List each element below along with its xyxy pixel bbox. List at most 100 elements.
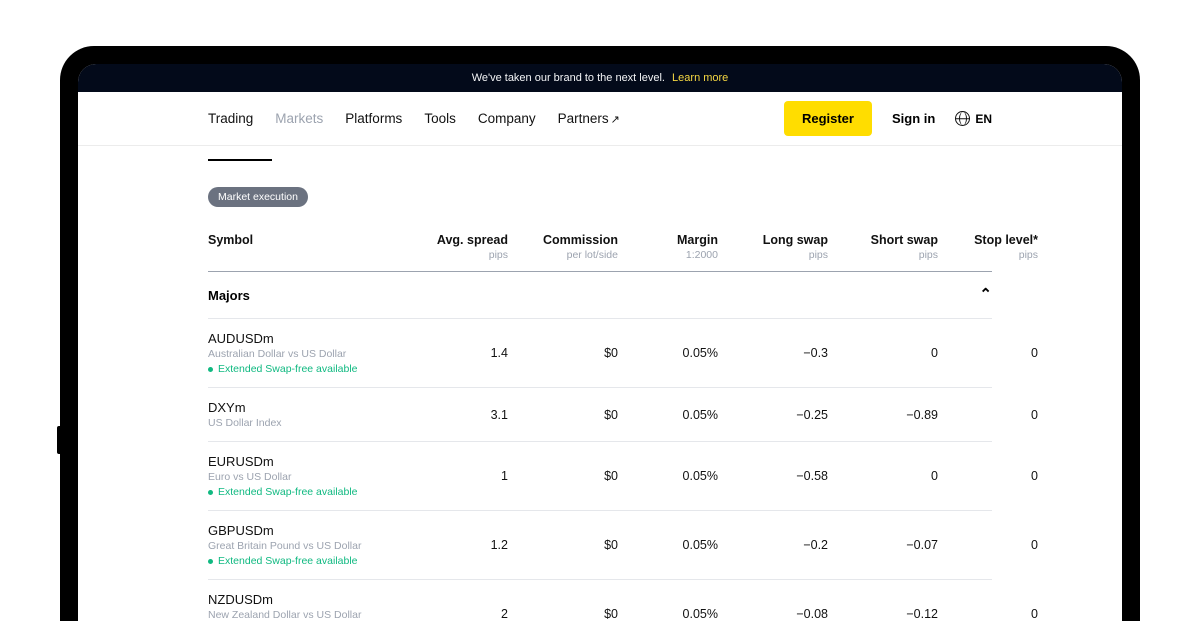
long-cell: −0.2 xyxy=(718,538,828,552)
nav-right: Register Sign in EN xyxy=(784,101,992,136)
short-cell: −0.12 xyxy=(828,607,938,621)
spread-cell: 3.1 xyxy=(408,408,508,422)
column-subtitle: 1:2000 xyxy=(618,249,718,261)
table-row[interactable]: EURUSDm Euro vs US Dollar Extended Swap-fr… xyxy=(208,442,992,511)
symbol-code: DXYm xyxy=(208,400,408,415)
nav-item-platforms[interactable]: Platforms xyxy=(345,93,402,144)
symbol-code: EURUSDm xyxy=(208,454,408,469)
spread-cell: 2 xyxy=(408,607,508,621)
long-cell: −0.08 xyxy=(718,607,828,621)
column-title: Symbol xyxy=(208,233,408,247)
swapfree-badge: Extended Swap-free available xyxy=(208,555,408,567)
device-side-button xyxy=(57,426,60,454)
margin-cell: 0.05% xyxy=(618,538,718,552)
nav-item-tools[interactable]: Tools xyxy=(424,93,456,144)
symbol-cell: AUDUSDm Australian Dollar vs US Dollar Ext… xyxy=(208,331,408,375)
stop-cell: 0 xyxy=(938,408,1038,422)
stop-cell: 0 xyxy=(938,469,1038,483)
commission-cell: $0 xyxy=(508,469,618,483)
symbol-cell: DXYm US Dollar Index xyxy=(208,400,408,429)
column-subtitle: pips xyxy=(718,249,828,261)
swapfree-badge: Extended Swap-free available xyxy=(208,486,408,498)
chevron-up-icon: ⌃ xyxy=(979,285,992,303)
section-label: Majors xyxy=(208,288,250,303)
column-header: Commissionper lot/side xyxy=(508,233,618,261)
short-cell: −0.07 xyxy=(828,538,938,552)
column-header: Long swap pips xyxy=(718,233,828,261)
column-subtitle: pips xyxy=(828,249,938,261)
symbol-description: Australian Dollar vs US Dollar xyxy=(208,348,408,360)
column-title: Margin xyxy=(618,233,718,247)
long-cell: −0.3 xyxy=(718,346,828,360)
table-body: AUDUSDm Australian Dollar vs US Dollar Ext… xyxy=(208,319,992,621)
symbol-code: GBPUSDm xyxy=(208,523,408,538)
short-cell: 0 xyxy=(828,346,938,360)
register-button[interactable]: Register xyxy=(784,101,872,136)
column-header: Margin 1:2000 xyxy=(618,233,718,261)
language-selector[interactable]: EN xyxy=(955,111,992,126)
content: Market execution SymbolAvg. spreadpipsCo… xyxy=(78,161,1122,621)
nav-underline xyxy=(78,146,1122,161)
margin-cell: 0.05% xyxy=(618,408,718,422)
nav-item-trading[interactable]: Trading xyxy=(208,93,253,144)
announcement-link[interactable]: Learn more xyxy=(672,72,728,84)
symbol-description: US Dollar Index xyxy=(208,417,408,429)
nav-item-company[interactable]: Company xyxy=(478,93,536,144)
long-cell: −0.25 xyxy=(718,408,828,422)
column-header: Avg. spread pips xyxy=(408,233,508,261)
symbol-cell: GBPUSDm Great Britain Pound vs US Dollar E… xyxy=(208,523,408,567)
swapfree-text: Extended Swap-free available xyxy=(218,363,358,375)
symbol-description: New Zealand Dollar vs US Dollar xyxy=(208,609,408,621)
commission-cell: $0 xyxy=(508,607,618,621)
commission-cell: $0 xyxy=(508,408,618,422)
table-row[interactable]: DXYmUS Dollar Index3.1$00.05%−0.25−0.890 xyxy=(208,388,992,442)
announcement-bar: We've taken our brand to the next level.… xyxy=(78,64,1122,92)
symbol-cell: NZDUSDmNew Zealand Dollar vs US DollarEx… xyxy=(208,592,408,621)
nav-left: Trading Markets Platforms Tools Company Partn… xyxy=(208,93,620,144)
section-toggle-majors[interactable]: Majors ⌃ xyxy=(208,272,992,319)
spread-cell: 1 xyxy=(408,469,508,483)
stop-cell: 0 xyxy=(938,607,1038,621)
tablet-frame: We've taken our brand to the next level.… xyxy=(60,46,1140,621)
swapfree-badge: Extended Swap-free available xyxy=(208,363,408,375)
symbol-description: Great Britain Pound vs US Dollar xyxy=(208,540,408,552)
main-nav: Trading Markets Platforms Tools Company Partn… xyxy=(78,92,1122,146)
signin-link[interactable]: Sign in xyxy=(892,111,935,126)
column-header: Symbol xyxy=(208,233,408,247)
table-row[interactable]: AUDUSDm Australian Dollar vs US Dollar Ext… xyxy=(208,319,992,388)
nav-item-partners[interactable]: Partners↗ xyxy=(558,93,620,144)
screen: We've taken our brand to the next level.… xyxy=(78,64,1122,621)
symbol-description: Euro vs US Dollar xyxy=(208,471,408,483)
execution-pill: Market execution xyxy=(208,187,308,207)
column-subtitle: per lot/side xyxy=(508,249,618,261)
column-header: Stop level*pips xyxy=(938,233,1038,261)
margin-cell: 0.05% xyxy=(618,346,718,360)
column-subtitle: pips xyxy=(938,249,1038,261)
column-title: Short swap xyxy=(828,233,938,247)
short-cell: −0.89 xyxy=(828,408,938,422)
margin-cell: 0.05% xyxy=(618,607,718,621)
symbol-code: NZDUSDm xyxy=(208,592,408,607)
column-title: Long swap xyxy=(718,233,828,247)
stop-cell: 0 xyxy=(938,538,1038,552)
column-title: Avg. spread xyxy=(408,233,508,247)
symbol-cell: EURUSDm Euro vs US Dollar Extended Swap-fr… xyxy=(208,454,408,498)
table-header: SymbolAvg. spreadpipsCommissionper lot/s… xyxy=(208,207,992,272)
external-link-icon: ↗ xyxy=(611,114,620,126)
table-row[interactable]: GBPUSDm Great Britain Pound vs US Dollar E… xyxy=(208,511,992,580)
announcement-text: We've taken our brand to the next level. xyxy=(472,72,665,84)
swapfree-text: Extended Swap-free available xyxy=(218,486,358,498)
swapfree-text: Extended Swap-free available xyxy=(218,555,358,567)
dot-icon xyxy=(208,559,213,564)
table-row[interactable]: NZDUSDmNew Zealand Dollar vs US DollarEx… xyxy=(208,580,992,621)
commission-cell: $0 xyxy=(508,538,618,552)
margin-cell: 0.05% xyxy=(618,469,718,483)
short-cell: 0 xyxy=(828,469,938,483)
column-subtitle: pips xyxy=(408,249,508,261)
language-code: EN xyxy=(975,112,992,126)
dot-icon xyxy=(208,367,213,372)
dot-icon xyxy=(208,490,213,495)
symbol-code: AUDUSDm xyxy=(208,331,408,346)
spread-cell: 1.2 xyxy=(408,538,508,552)
nav-item-markets[interactable]: Markets xyxy=(275,93,323,144)
